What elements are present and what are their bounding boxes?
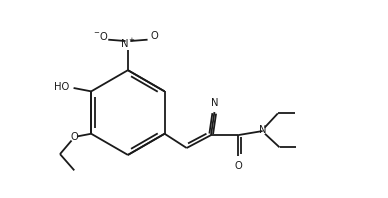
Text: $\mathsf{N}^+$: $\mathsf{N}^+$ xyxy=(120,36,136,50)
Text: HO: HO xyxy=(54,82,69,92)
Text: $^-\!\mathsf{O}$: $^-\!\mathsf{O}$ xyxy=(92,30,109,42)
Text: O: O xyxy=(234,161,242,171)
Text: O: O xyxy=(70,132,78,142)
Text: N: N xyxy=(260,125,267,135)
Text: N: N xyxy=(211,98,218,108)
Text: O: O xyxy=(151,31,158,41)
